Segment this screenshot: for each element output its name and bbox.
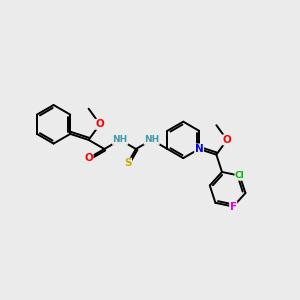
- Text: O: O: [84, 153, 93, 163]
- Text: NH: NH: [112, 135, 128, 144]
- Text: Cl: Cl: [235, 171, 245, 180]
- Text: NH: NH: [144, 135, 159, 144]
- Text: O: O: [96, 119, 104, 129]
- Text: S: S: [124, 158, 131, 168]
- Text: N: N: [195, 144, 203, 154]
- Text: F: F: [230, 202, 237, 212]
- Text: O: O: [223, 135, 231, 145]
